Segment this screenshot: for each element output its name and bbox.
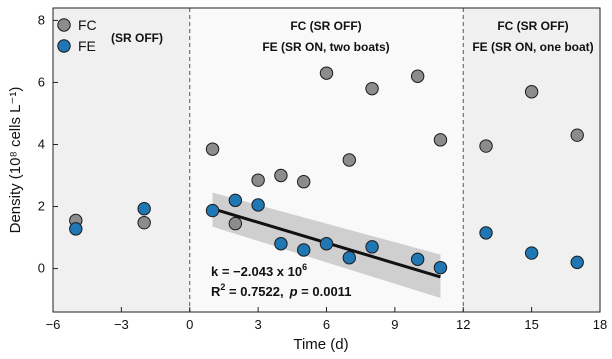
y-axis-title: Density (10⁸ cells L⁻¹) [7,87,24,234]
phase-label-post-line1: FC (SR OFF) [497,19,568,33]
point-fc-10 [410,69,425,83]
point-fe-1 [137,202,151,216]
legend-marker-fe [57,39,71,53]
x-tick-label: 9 [391,317,398,332]
x-axis-title: Time (d) [293,336,348,353]
point-fc-9 [365,81,379,96]
point-fc-2 [205,142,220,156]
x-tick-label: 3 [255,317,262,332]
x-tick-label: 0 [186,317,193,332]
point-fe-6 [297,243,311,257]
x-tick-label: 15 [524,317,538,332]
phase-label-pre: (SR OFF) [111,31,163,45]
x-tick-label: −3 [114,317,129,332]
point-fe-7 [319,237,334,251]
fit-k-label: k = −2.043 x 106 [211,262,307,279]
x-tick-label: 18 [593,317,607,332]
x-tick-label: 12 [456,317,470,332]
y-tick-label: 8 [38,12,45,27]
point-fc-1 [137,215,151,230]
fit-p-symbol: p [289,284,298,299]
point-fe-9 [365,240,379,254]
point-fc-12 [479,139,493,153]
x-tick-label: −6 [46,317,61,332]
point-fe-3 [228,193,243,208]
legend-label-fc: FC [78,17,97,33]
fit-statistics: k = −2.043 x 106 R2 = 0.7522, p = 0.0011 [211,262,351,299]
fit-k-text: k = −2.043 x 10 [211,264,302,279]
point-fe-10 [410,252,425,266]
y-tick-label: 0 [38,261,45,276]
point-fc-5 [274,168,288,183]
labels: Time (d) Density (10⁸ cells L⁻¹) [7,87,349,353]
fit-r2-superscript: 2 [220,282,225,292]
phase-labels: (SR OFF) FC (SR OFF) FE (SR ON, two boat… [111,19,594,54]
phase-bg-pre [53,8,190,312]
point-fc-13 [524,85,539,99]
point-fe-5 [274,237,288,251]
fit-r2-label: R2 = 0.7522, p = 0.0011 [211,282,351,299]
legend-marker-fc [57,18,71,32]
x-tick-label: 6 [323,317,330,332]
fit-r2-symbol: R [211,284,221,299]
point-fe-2 [205,203,220,218]
point-fc-11 [433,133,448,147]
y-tick-label: 6 [38,74,45,89]
y-tick-label: 4 [38,136,45,151]
point-fc-14 [570,128,584,142]
point-fe-11 [433,260,448,275]
point-fe-12 [479,226,493,240]
y-tick-label: 2 [38,199,45,214]
phase-label-mid-line1: FC (SR OFF) [290,19,361,33]
point-fc-7 [319,66,334,80]
point-fc-3 [228,216,243,231]
legend-label-fe: FE [78,38,96,54]
legend: FC FE [57,17,97,54]
point-fe-8 [342,251,356,265]
phase-label-post-line2: FE (SR ON, one boat) [472,40,593,54]
fit-k-exponent: 6 [302,262,307,272]
phase-label-mid-line2: FE (SR ON, two boats) [262,40,389,54]
point-fe-14 [570,255,584,270]
point-fe-13 [524,246,539,260]
axes: −6 −3 0 3 6 9 12 15 18 0 2 4 6 8 [38,7,607,332]
point-fc-6 [297,175,311,189]
fit-p-value: = 0.0011 [298,284,352,299]
phase-backgrounds [53,8,600,312]
point-fc-8 [342,153,356,167]
point-fc-4 [251,173,265,187]
fit-r2-value: = 0.7522, [225,284,283,299]
point-fe-4 [251,198,265,212]
data-points [69,66,584,275]
point-fe-0 [69,222,83,236]
